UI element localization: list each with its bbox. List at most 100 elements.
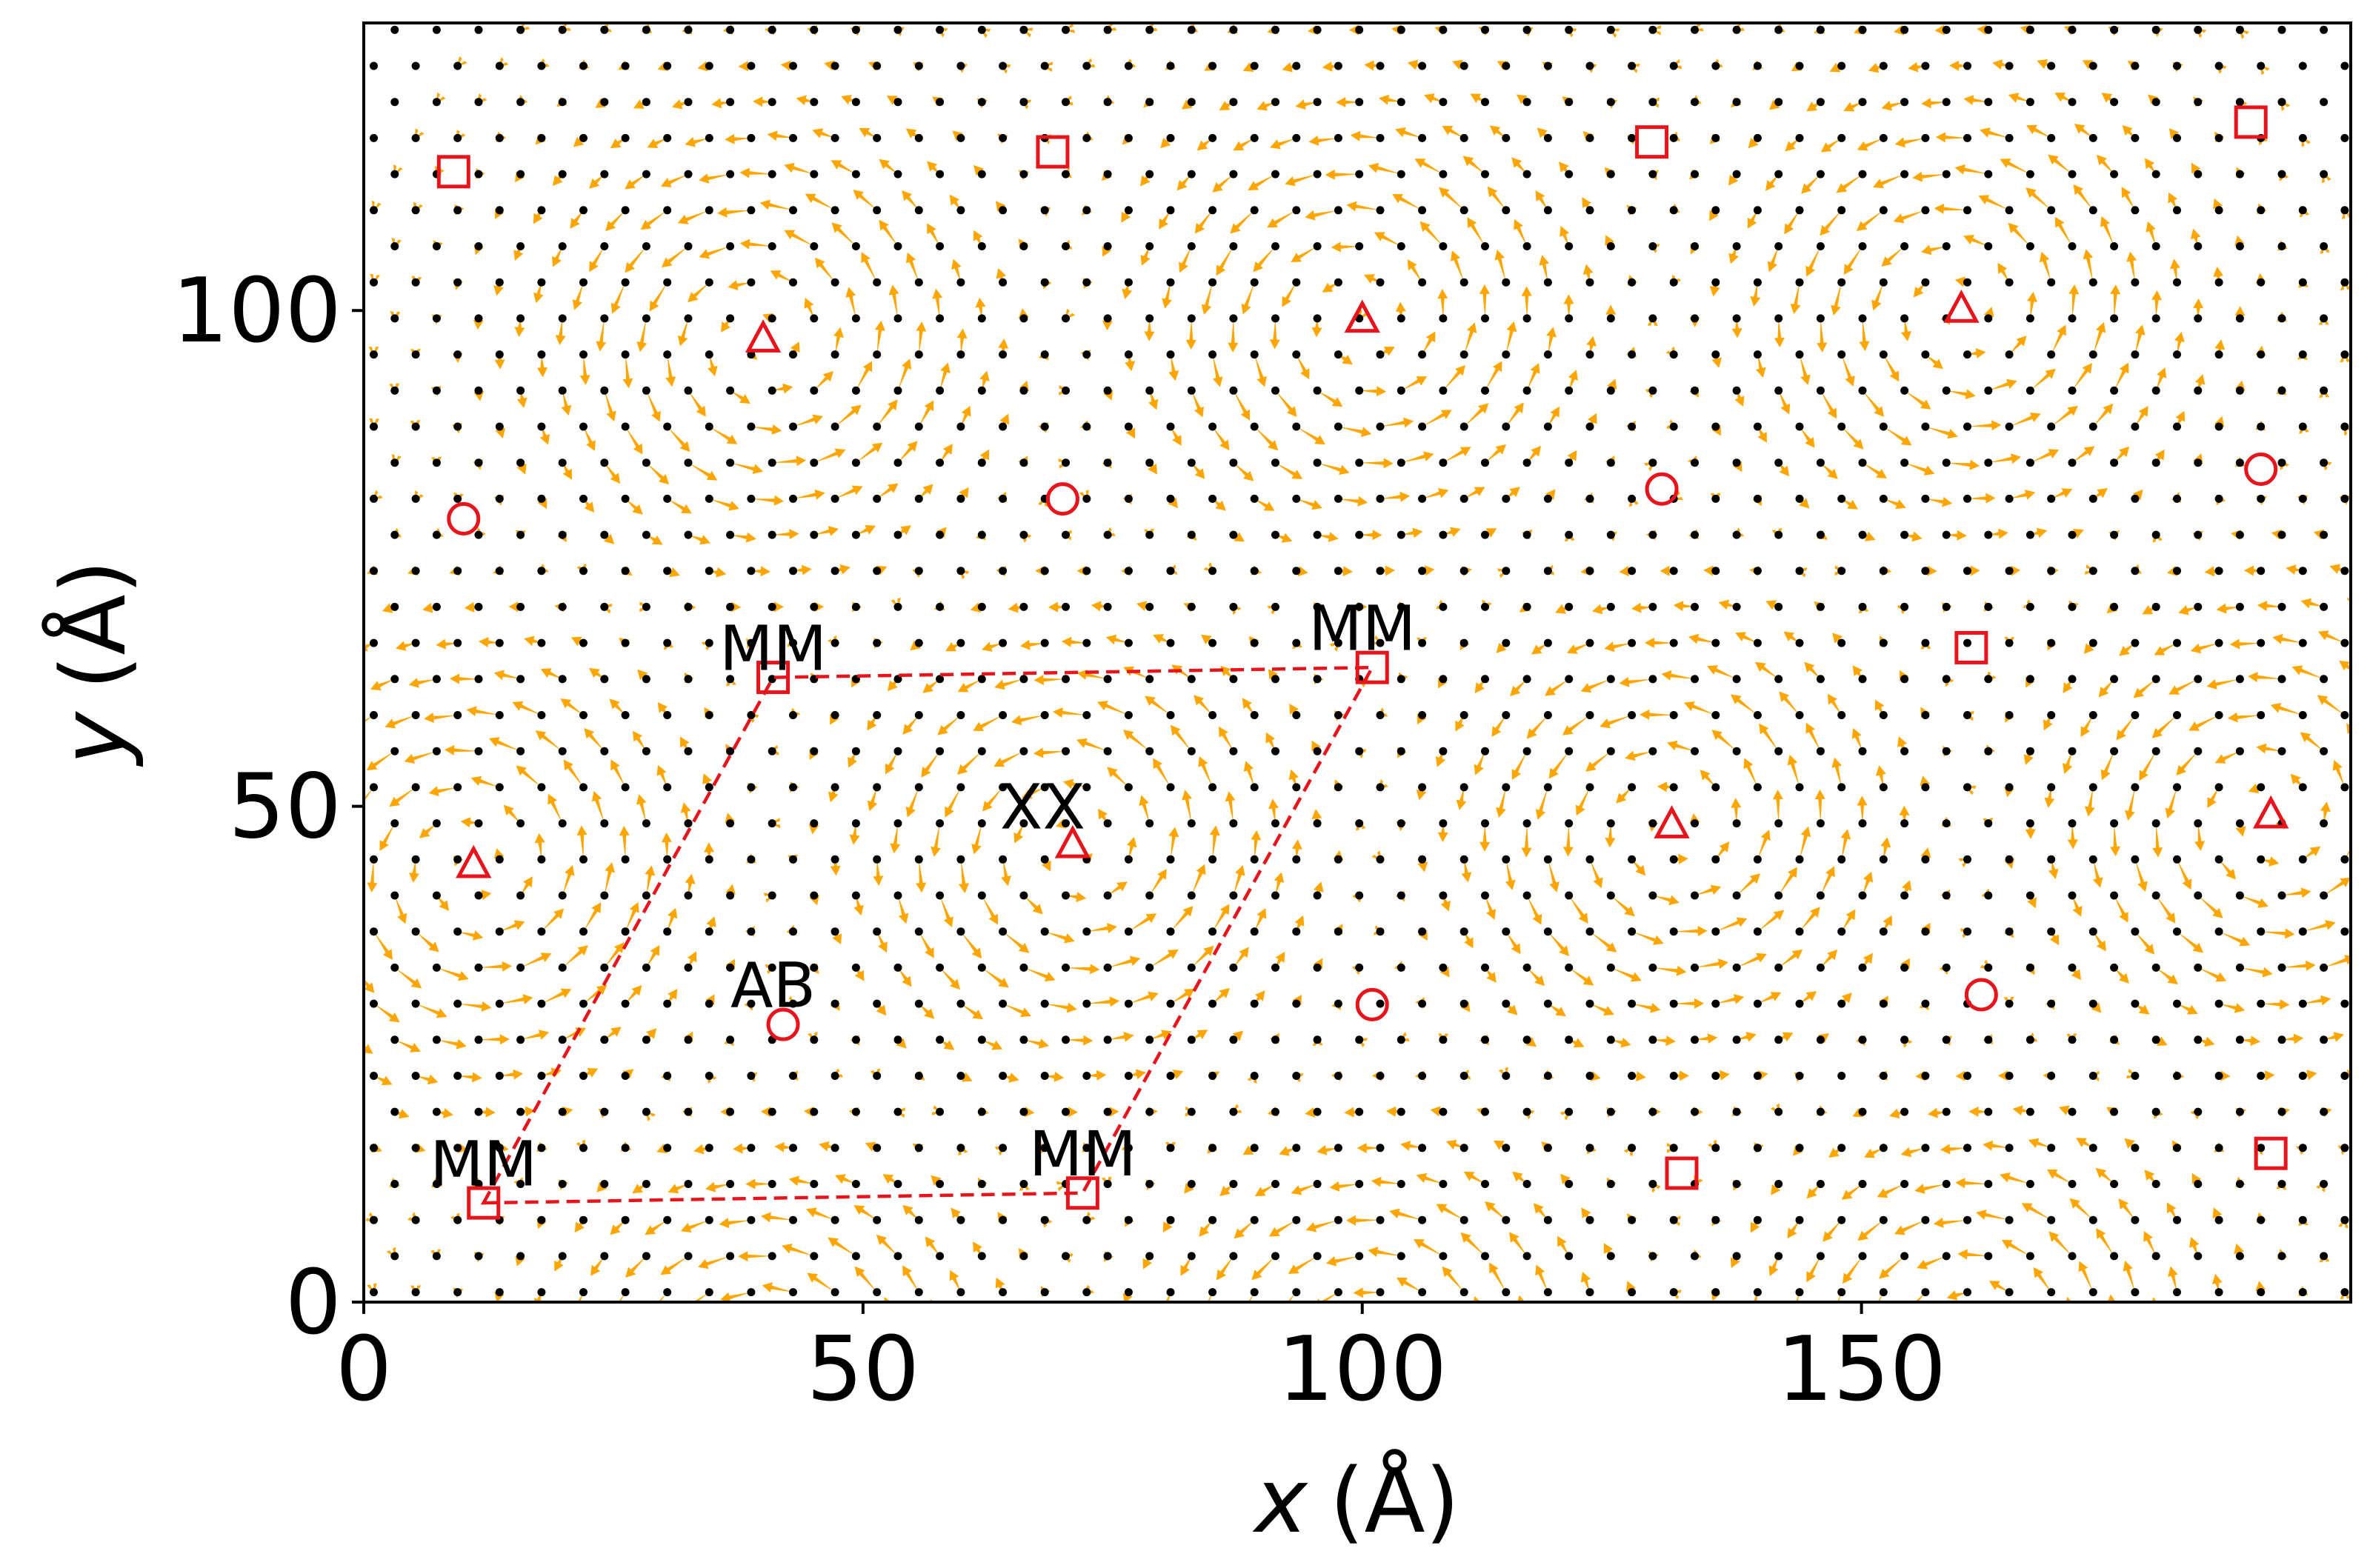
atom-dot <box>453 855 462 864</box>
displacement-arrow <box>1857 1220 1884 1241</box>
atom-dot <box>2298 927 2307 936</box>
atom-dot <box>1795 61 1804 70</box>
displacement-arrow <box>583 1068 599 1078</box>
displacement-arrow <box>1631 931 1664 945</box>
atom-dot <box>1774 530 1783 539</box>
displacement-arrow <box>1254 1184 1276 1197</box>
displacement-arrow <box>533 1292 545 1302</box>
atom-dot <box>1019 1035 1028 1044</box>
displacement-arrow <box>1560 226 1569 247</box>
atom-dot <box>2340 783 2349 792</box>
atom-dot <box>2005 1288 2014 1297</box>
atom-dot <box>1481 170 1489 179</box>
atom-dot <box>2088 711 2097 719</box>
atom-dot <box>1271 1107 1279 1116</box>
displacement-arrow <box>1590 859 1603 889</box>
displacement-arrow <box>1463 1171 1485 1184</box>
atom-dot <box>1271 170 1279 179</box>
displacement-arrow <box>2213 198 2223 210</box>
atom-dot <box>1040 1072 1049 1080</box>
displacement-arrow <box>793 564 812 576</box>
unit-cell <box>480 665 1376 1205</box>
atom-dot <box>1565 747 1574 755</box>
atom-dot <box>1187 602 1196 611</box>
atom-dot <box>1313 458 1322 467</box>
atom-dot <box>831 999 839 1008</box>
atom-dot <box>1669 638 1678 647</box>
displacement-arrow <box>520 1106 536 1117</box>
atom-dot <box>1858 458 1867 467</box>
displacement-arrow <box>1785 138 1800 152</box>
atom-dot <box>851 819 860 828</box>
atom-dot <box>2235 458 2244 467</box>
displacement-arrow <box>1128 913 1157 932</box>
atom-dot <box>2088 422 2097 431</box>
atom-dot <box>2173 278 2181 287</box>
atom-dot <box>1543 133 1552 142</box>
displacement-arrow <box>1883 915 1892 932</box>
atom-dot <box>1648 1180 1657 1188</box>
atom-dot <box>1376 711 1385 719</box>
displacement-arrow <box>1422 488 1449 499</box>
atom-dot <box>663 1144 672 1152</box>
atom-dot <box>1103 1035 1112 1044</box>
atom-dot <box>2257 1288 2266 1297</box>
atom-dot <box>1124 1144 1133 1152</box>
atom-dot <box>831 567 839 576</box>
atom-dot <box>1103 819 1112 828</box>
atom-dot <box>1753 1144 1762 1152</box>
displacement-arrow <box>2066 1033 2077 1044</box>
atom-dot <box>1879 567 1888 576</box>
displacement-arrow <box>1185 1106 1195 1117</box>
atom-dot <box>1753 494 1762 503</box>
atom-dot <box>2257 206 2266 215</box>
atom-dot <box>1628 1072 1637 1080</box>
atom-dot <box>726 1035 735 1044</box>
atom-dot <box>2026 242 2034 250</box>
displacement-arrow <box>457 930 484 941</box>
displacement-arrow <box>1737 873 1761 895</box>
atom-dot <box>621 927 630 936</box>
atom-dot <box>1355 1035 1364 1044</box>
atom-dot <box>1040 1288 1049 1297</box>
atom-dot <box>642 170 650 179</box>
atom-dot <box>537 278 546 287</box>
atom-dot <box>1502 567 1511 576</box>
displacement-arrow <box>625 985 642 1004</box>
displacement-arrow <box>998 338 1009 355</box>
atom-dot <box>1963 422 1971 431</box>
displacement-arrow <box>1002 1072 1019 1083</box>
atom-dot <box>1418 711 1427 719</box>
atom-dot <box>851 458 860 467</box>
atom-dot <box>2298 999 2307 1008</box>
atom-dot <box>2320 530 2329 539</box>
displacement-arrow <box>1711 730 1737 752</box>
displacement-arrow <box>1065 1035 1094 1046</box>
atom-dot <box>1669 206 1678 215</box>
atom-dot <box>1543 927 1552 936</box>
displacement-arrow <box>1946 1290 1968 1301</box>
atom-dot <box>390 242 399 250</box>
displacement-arrow <box>1364 60 1380 71</box>
atom-dot <box>2131 638 2140 647</box>
atom-dot <box>2131 206 2140 215</box>
displacement-arrow <box>2323 1032 2344 1042</box>
atom-dot <box>1397 98 1405 107</box>
displacement-arrow <box>888 284 899 318</box>
displacement-arrow <box>1181 99 1193 110</box>
displacement-arrow <box>547 793 563 824</box>
atom-dot <box>642 530 650 539</box>
displacement-arrow <box>709 567 727 578</box>
atom-dot <box>893 170 902 179</box>
displacement-arrow <box>1784 210 1800 235</box>
displacement-arrow <box>645 865 656 895</box>
displacement-arrow <box>1505 931 1521 955</box>
atom-dot <box>2151 1252 2160 1261</box>
atom-dot <box>1711 783 1720 792</box>
atom-dot <box>1522 1252 1531 1261</box>
atom-dot <box>1271 1252 1279 1261</box>
atom-dot <box>1082 927 1091 936</box>
displacement-arrow <box>833 327 844 355</box>
atom-dot <box>1669 1288 1678 1297</box>
displacement-arrow <box>2260 999 2290 1010</box>
